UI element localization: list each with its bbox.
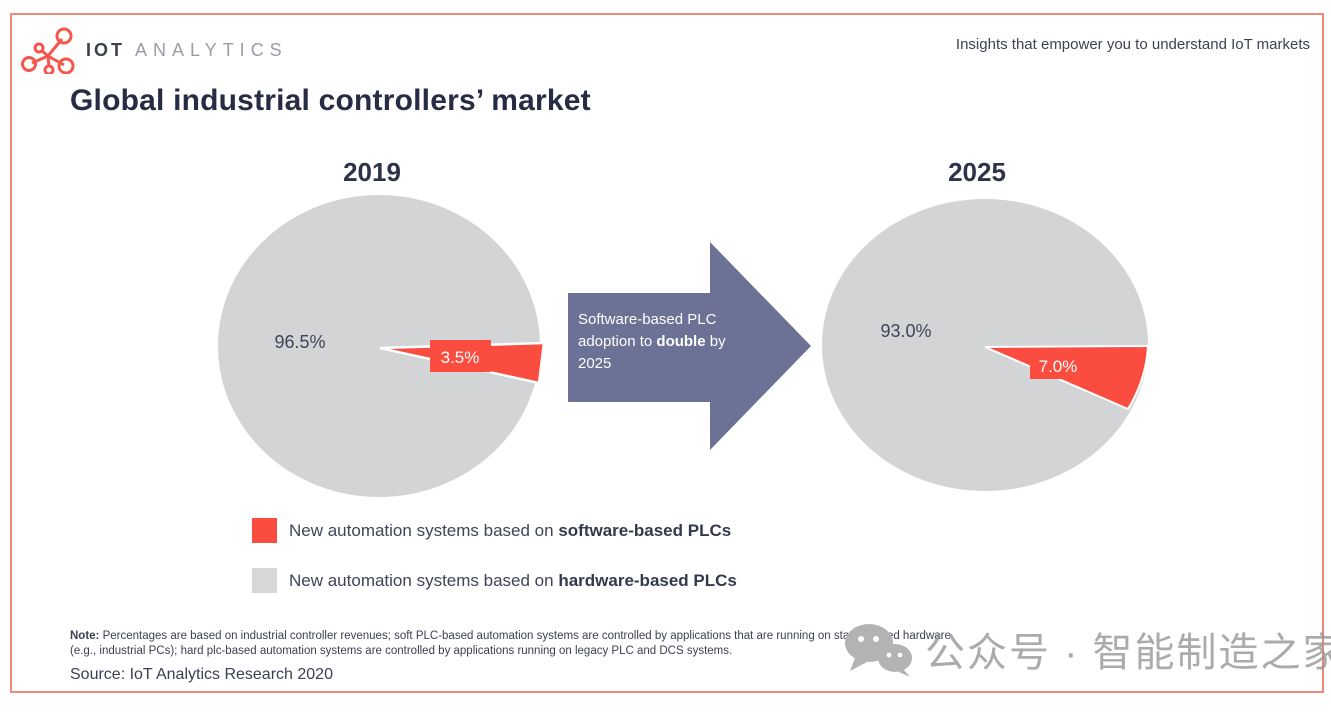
wechat-icon <box>845 624 912 677</box>
pie-2019: 3.5% 96.5% <box>218 195 546 497</box>
pie-2025-software-label-box <box>1030 352 1086 379</box>
logo-text-analytics: ANALYTICS <box>135 39 288 60</box>
pie-2025-hardware-slice <box>822 199 1148 491</box>
legend-label-software: New automation systems based on software… <box>289 520 732 540</box>
pie-2019-software-label-box <box>430 340 491 372</box>
arrow-callout-line1: Software-based PLC <box>578 311 717 328</box>
pie-2025-title: 2025 <box>948 157 1006 187</box>
pie-2025-hardware-label: 93.0% <box>880 321 931 341</box>
legend-swatch-red <box>252 518 277 543</box>
watermark-text: 公众号 · 智能制造之家 <box>925 631 1331 675</box>
logo-text-iot: IOT <box>86 39 125 60</box>
arrow-callout-text: Software-based PLC adoption to double by… <box>578 309 733 375</box>
arrow-callout-line3: 2025 <box>578 355 612 372</box>
page-title: Global industrial controllers’ market <box>70 84 591 117</box>
pie-2019-title: 2019 <box>343 157 401 187</box>
molecule-icon <box>21 27 75 74</box>
pie-2019-software-label: 3.5% <box>441 348 480 367</box>
iot-analytics-logo: IOT ANALYTICS <box>20 26 288 74</box>
pie-2019-hardware-label: 96.5% <box>274 332 325 352</box>
pie-2025-software-label: 7.0% <box>1039 357 1078 376</box>
header-tagline: Insights that empower you to understand … <box>955 36 1310 53</box>
pie-2019-hardware-slice <box>218 195 540 497</box>
watermark: 公众号 · 智能制造之家 <box>843 618 1331 680</box>
legend-item-hardware: New automation systems based on hardware… <box>252 568 737 593</box>
source-line: Source: IoT Analytics Research 2020 <box>70 666 333 683</box>
legend-swatch-gray <box>252 568 277 593</box>
pie-2025: 7.0% 93.0% <box>822 199 1150 491</box>
footnote: Note: Percentages are based on industria… <box>70 630 951 658</box>
right-arrow-shape <box>568 242 811 450</box>
legend-label-hardware: New automation systems based on hardware… <box>289 570 737 590</box>
arrow-callout-line2: adoption to double by <box>578 333 726 350</box>
legend-item-software: New automation systems based on software… <box>252 518 731 543</box>
